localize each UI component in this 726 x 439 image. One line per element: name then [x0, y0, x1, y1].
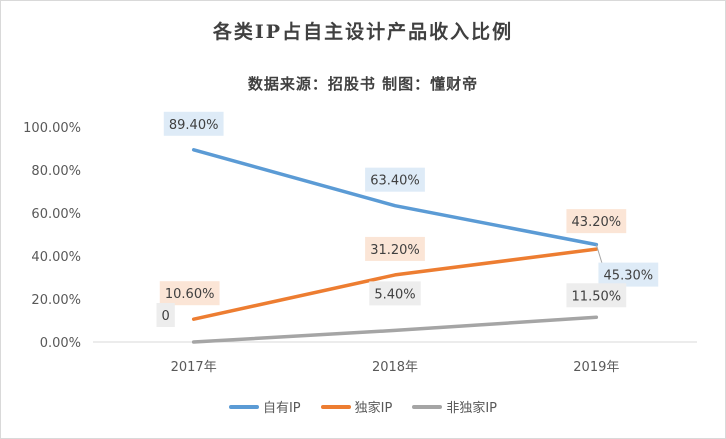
- data-label-box: [369, 281, 421, 306]
- chart-legend: 自有IP 独家IP 非独家IP: [1, 397, 725, 416]
- chart-title: 各类IP占自主设计产品收入比例: [212, 21, 514, 43]
- data-label-box: [365, 236, 425, 261]
- legend-label-own-ip: 自有IP: [262, 401, 301, 416]
- data-label: 10.60%: [165, 287, 215, 302]
- legend-item-exclusive-ip[interactable]: 独家IP: [320, 397, 393, 416]
- legend-label-non-exclusive-ip: 非独家IP: [446, 401, 498, 416]
- legend-item-non-exclusive-ip[interactable]: 非独家IP: [412, 397, 497, 416]
- y-tick-label: 0.00%: [40, 336, 81, 351]
- chart-subtitle: 数据来源：招股书 制图：懂财帝: [247, 75, 479, 93]
- legend-item-own-ip[interactable]: 自有IP: [228, 397, 301, 416]
- series-line-2: [191, 315, 599, 344]
- y-tick-label: 60.00%: [31, 207, 81, 222]
- data-label: 11.50%: [572, 289, 622, 304]
- legend-label-exclusive-ip: 独家IP: [354, 401, 393, 416]
- legend-swatch-exclusive-ip: [320, 404, 351, 409]
- legend-swatch-own-ip: [228, 404, 259, 409]
- data-label: 45.30%: [604, 269, 654, 284]
- data-label-box: [566, 283, 627, 308]
- y-tick-label: 80.00%: [31, 164, 81, 179]
- series-line-1: [191, 247, 599, 321]
- y-tick-label: 40.00%: [31, 250, 81, 265]
- y-tick-label: 100.00%: [23, 121, 81, 136]
- series-line-0: [191, 148, 599, 247]
- data-label-box: [365, 167, 425, 192]
- data-label-box: [566, 209, 627, 234]
- x-tick-label: 2018年: [372, 360, 418, 375]
- data-label-box: [156, 303, 175, 327]
- legend-swatch-non-exclusive-ip: [412, 404, 443, 409]
- data-label-leader: [595, 244, 603, 265]
- data-label-box: [163, 111, 224, 136]
- data-label: 63.40%: [370, 174, 420, 189]
- y-tick-label: 20.00%: [31, 293, 81, 308]
- x-tick-label: 2017年: [171, 360, 217, 375]
- data-label: 5.40%: [374, 287, 415, 302]
- data-label-box: [598, 262, 659, 287]
- data-label: 89.40%: [169, 118, 219, 133]
- data-label: 0: [162, 309, 170, 324]
- data-label: 43.20%: [572, 215, 622, 230]
- x-tick-label: 2019年: [573, 360, 619, 375]
- data-label: 31.20%: [370, 243, 420, 258]
- data-label-box: [159, 281, 220, 306]
